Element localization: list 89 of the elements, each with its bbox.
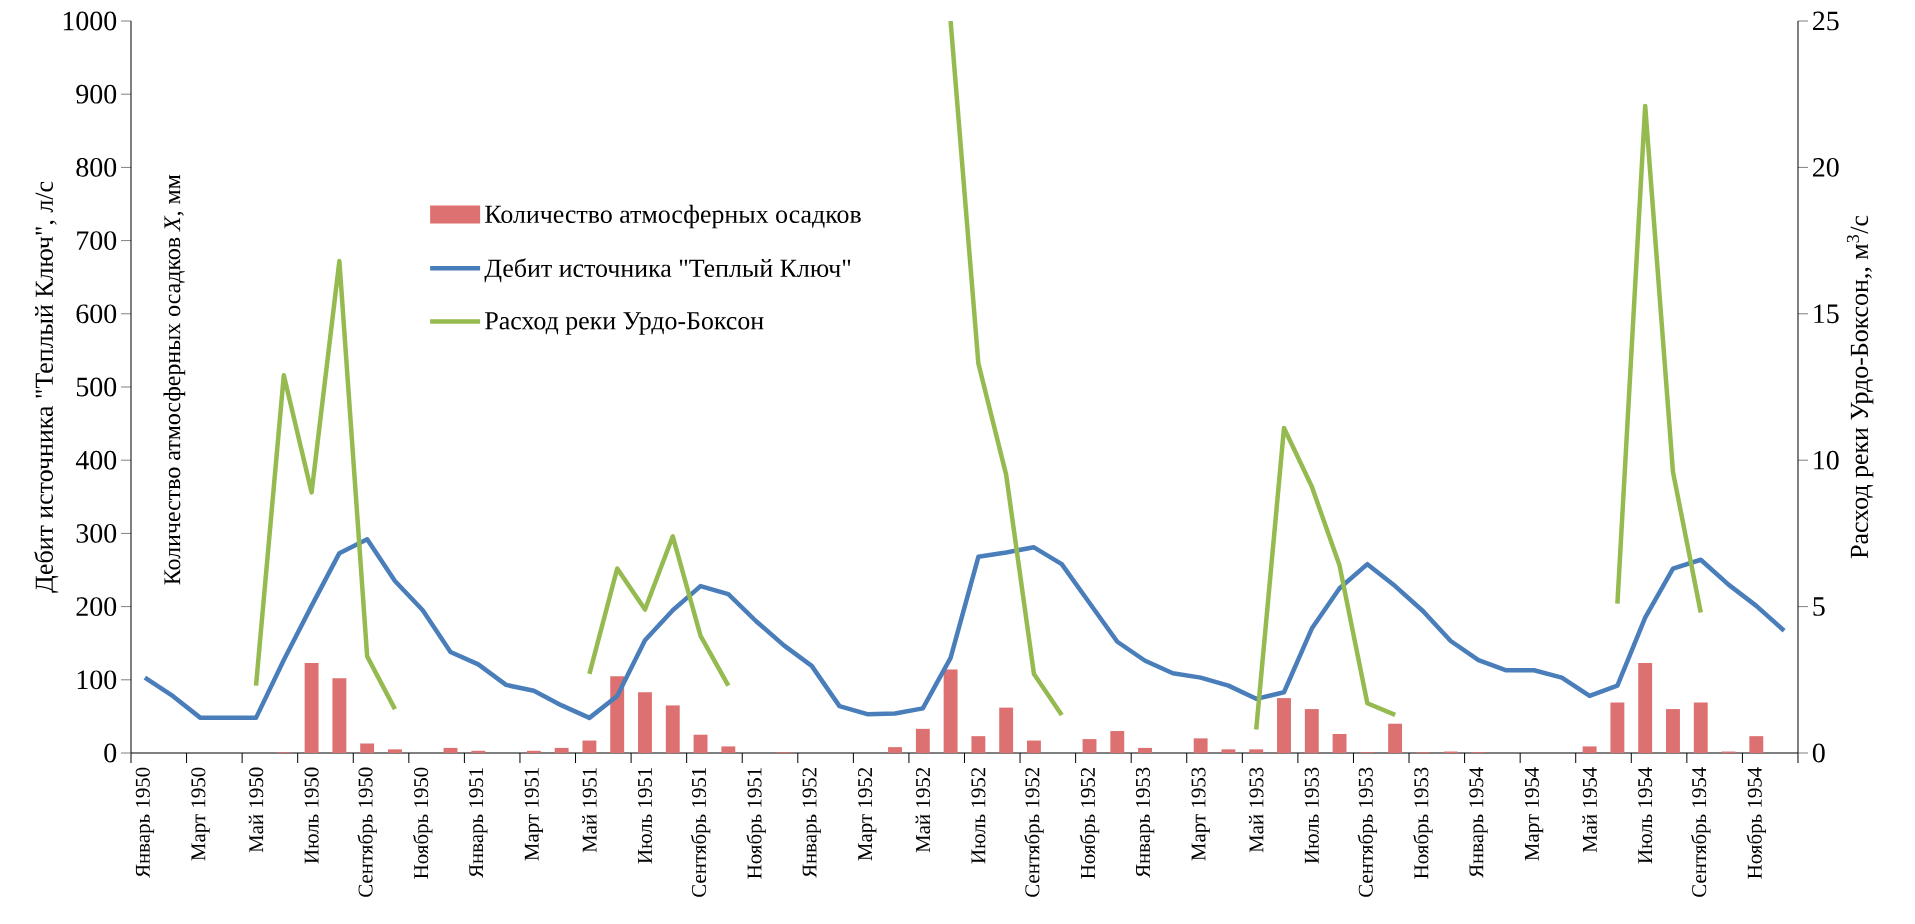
x-tick-label: Январь 1950 [135, 767, 155, 878]
bar [1110, 731, 1125, 753]
legend-label: Количество атмосферных осадков [485, 204, 861, 229]
bar [304, 662, 319, 753]
x-tick-label: Ноябрь 1952 [1079, 767, 1100, 879]
x-tick-label: Сентябрь 1950 [357, 767, 377, 897]
x-tick-label: Июль 1954 [1638, 767, 1653, 864]
bar [638, 692, 652, 753]
bar [999, 707, 1014, 753]
bar [554, 747, 569, 753]
x-tick-label: Март 1954 [1524, 767, 1544, 861]
bar [1749, 736, 1764, 753]
y2-tick-label: 0 [1812, 743, 1825, 763]
y-tick-label: 700 [77, 231, 117, 250]
bar [693, 734, 708, 753]
y2-tick-label: 10 [1814, 450, 1839, 470]
x-tick-label: Май 1954 [1582, 767, 1597, 853]
bar [943, 669, 958, 753]
bar [1582, 746, 1597, 753]
x-tick-label: Ноябрь 1954 [1746, 767, 1767, 879]
bar [1388, 723, 1403, 753]
x-tick-label: Сентябрь 1954 [1691, 767, 1711, 897]
bar [1277, 698, 1291, 753]
y2-axis-title: Расход реки Урдо-Боксон,, м$^{3}$/с [1846, 215, 1874, 559]
bar [888, 747, 902, 753]
bar [332, 678, 347, 753]
bar [582, 740, 597, 753]
bar [971, 736, 986, 753]
bar [1221, 749, 1236, 753]
y-tick-label: 1000 [63, 11, 117, 31]
bar [1082, 739, 1097, 753]
x-tick-label: Ноябрь 1950 [413, 767, 433, 879]
x-tick-label: Сентябрь 1952 [1024, 767, 1044, 897]
bar [1693, 702, 1708, 753]
bar [1027, 740, 1041, 753]
bar [526, 750, 541, 753]
bar [1193, 738, 1208, 753]
bar [1304, 709, 1319, 753]
bar [721, 746, 736, 753]
y-tick-label: 900 [76, 84, 117, 104]
y2-tick-label: 15 [1814, 304, 1839, 324]
y-tick-label: 600 [76, 304, 117, 324]
x-tick-label: Июль 1950 [304, 767, 319, 864]
x-tick-label: Май 1951 [582, 768, 597, 853]
y2-tick-label: 20 [1813, 157, 1839, 177]
x-tick-label: Январь 1952 [802, 767, 821, 878]
bar [1666, 709, 1680, 753]
bar [1610, 702, 1625, 753]
x-tick-label: Март 1950 [191, 767, 210, 861]
bar [443, 747, 458, 753]
bar [665, 705, 680, 753]
annotation: Количество атмосферных осадков X, мм [163, 174, 186, 585]
y-tick-label: 200 [76, 597, 117, 616]
bar [387, 749, 402, 753]
x-tick-label: Январь 1951 [469, 768, 488, 878]
x-tick-label: Ноябрь 1951 [746, 768, 766, 879]
y-tick-label: 800 [76, 157, 117, 177]
x-tick-label: Ноябрь 1953 [1413, 767, 1433, 879]
y-tick-label: 100 [77, 670, 117, 690]
y-tick-label: 500 [76, 377, 117, 397]
x-tick-label: Сентябрь 1951 [690, 768, 711, 897]
y-tick-label: 0 [104, 743, 117, 763]
y-axis-title: Дебит источника "Теплый Ключ", л/с [34, 181, 59, 593]
bar [471, 750, 486, 753]
x-tick-label: Июль 1951 [637, 768, 653, 864]
y-tick-label: 400 [75, 450, 117, 470]
y2-tick-label: 25 [1813, 11, 1839, 31]
x-tick-label: Май 1953 [1248, 767, 1264, 853]
legend-label: Дебит источника "Теплый Ключ" [484, 258, 851, 283]
bar [1638, 662, 1653, 753]
x-tick-label: Январь 1954 [1469, 767, 1488, 878]
bar [360, 743, 375, 753]
y2-tick-label: 5 [1813, 597, 1825, 616]
legend-label: Расход реки Урдо-Боксон [485, 312, 764, 335]
bar [915, 728, 930, 753]
x-tick-label: Май 1950 [248, 767, 264, 853]
x-tick-label: Июль 1952 [971, 767, 986, 864]
x-tick-label: Сентябрь 1953 [1357, 767, 1378, 897]
x-tick-label: Январь 1953 [1135, 767, 1155, 878]
x-tick-label: Март 1952 [858, 767, 877, 861]
bar [1332, 733, 1347, 753]
x-tick-label: Май 1952 [915, 767, 931, 853]
bar [1138, 747, 1153, 753]
x-tick-label: Март 1953 [1191, 767, 1210, 861]
y-tick-label: 300 [76, 523, 117, 543]
bar [1249, 749, 1264, 753]
x-tick-label: Июль 1953 [1304, 767, 1319, 864]
x-tick-label: Март 1951 [524, 768, 544, 861]
bar [610, 676, 625, 753]
